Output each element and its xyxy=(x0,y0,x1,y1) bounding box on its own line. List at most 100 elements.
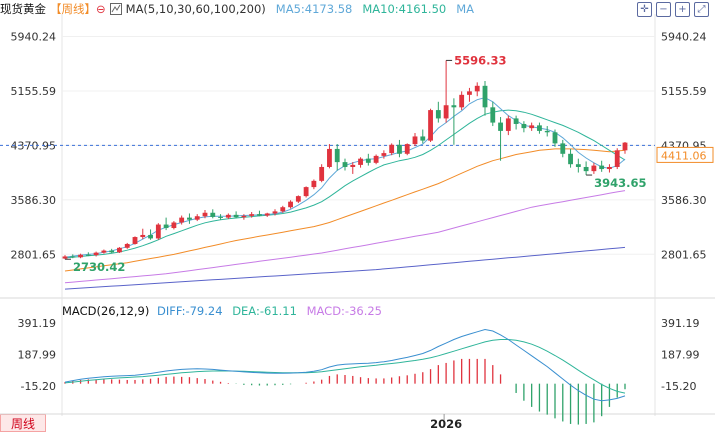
annotation-label: 3943.65 xyxy=(594,176,646,190)
candle-body xyxy=(327,148,332,167)
price-tick-label-right: 2801.65 xyxy=(661,248,707,261)
price-tick-label-right: 3586.30 xyxy=(661,194,707,207)
instrument-title: 现货黄金 xyxy=(0,2,46,16)
candle-body xyxy=(420,136,426,141)
candle-body xyxy=(225,214,231,218)
price-tick-label-right: 5940.24 xyxy=(661,31,707,44)
candle-body xyxy=(303,187,309,197)
candle-body xyxy=(498,122,503,131)
price-tick-label-left: 5155.59 xyxy=(11,85,57,98)
candle-body xyxy=(560,143,566,154)
candle-body xyxy=(62,256,68,259)
settings-icon[interactable]: ⊖ xyxy=(96,2,106,16)
macd-tick-label-right: 187.99 xyxy=(661,349,700,362)
candle-body xyxy=(404,144,410,154)
candle-body xyxy=(288,201,293,208)
candle-body xyxy=(171,222,177,229)
macd-diff: DIFF:-79.24 xyxy=(157,304,223,318)
ma5-value: MA5:4173.58 xyxy=(275,2,353,16)
current-price-box xyxy=(656,146,714,163)
candle-body xyxy=(568,153,573,165)
candle-body xyxy=(249,214,255,216)
macd-tick-label-right: 391.19 xyxy=(661,317,700,330)
zoom-out-icon[interactable]: − xyxy=(656,2,671,17)
price-tick-label-left: 4370.95 xyxy=(11,139,57,152)
ma30-line xyxy=(64,148,626,272)
candle-body xyxy=(334,148,340,163)
candle-body xyxy=(537,125,542,131)
candle-body xyxy=(257,214,262,216)
candle-body xyxy=(272,211,278,214)
macd-tick-label-left: 391.19 xyxy=(18,317,57,330)
price-tick-label-left: 5940.24 xyxy=(11,31,57,44)
candle-body xyxy=(622,142,628,151)
candle-body xyxy=(210,212,216,217)
fullscreen-icon[interactable]: ⤢ xyxy=(694,2,709,17)
candle-body xyxy=(202,212,208,217)
candle-body xyxy=(117,247,122,253)
macd-dea-line xyxy=(64,339,626,394)
ma-more[interactable]: MA xyxy=(456,2,474,16)
period-tag[interactable]: 周线 xyxy=(0,414,46,432)
macd-legend: MACD(26,12,9) DIFF:-79.24 DEA:-61.11 MAC… xyxy=(62,304,382,318)
ma-label: MA(5,10,30,60,100,200) xyxy=(125,2,266,16)
candle-body xyxy=(295,196,301,202)
chart-toolbar: ✛ − + ⤢ xyxy=(637,2,709,17)
candle-body xyxy=(187,217,192,220)
period-label[interactable]: 【周线】 xyxy=(50,2,96,16)
candle-body xyxy=(350,164,356,167)
ma100-line xyxy=(64,246,626,290)
candle-body xyxy=(529,125,535,129)
candle-body xyxy=(435,110,441,119)
candle-body xyxy=(412,136,418,145)
candle-body xyxy=(148,234,153,239)
candle-body xyxy=(599,165,605,170)
candle-body xyxy=(365,158,371,163)
macd-dea: DEA:-61.11 xyxy=(232,304,297,318)
candle-body xyxy=(428,110,433,141)
macd-tick-label-left: 187.99 xyxy=(18,349,57,362)
candle-body xyxy=(373,155,379,163)
ma60-line xyxy=(64,190,626,284)
candle-body xyxy=(459,94,465,108)
candle-body xyxy=(179,217,185,223)
candle-body xyxy=(78,254,83,258)
candle-body xyxy=(280,207,286,212)
candle-body xyxy=(513,118,519,124)
macd-tick-label-right: -15.20 xyxy=(661,380,696,393)
candle-body xyxy=(70,256,76,258)
crosshair-icon[interactable]: ✛ xyxy=(637,2,652,17)
candle-body xyxy=(474,85,480,92)
candle-body xyxy=(482,85,488,108)
ma10-value: MA10:4161.50 xyxy=(362,2,447,16)
candle-body xyxy=(607,166,612,170)
candle-body xyxy=(194,216,200,220)
candle-body xyxy=(443,105,449,119)
candle-body xyxy=(124,243,130,248)
candle-body xyxy=(342,162,348,167)
candle-body xyxy=(233,214,239,218)
candle-body xyxy=(575,164,581,167)
candle-body xyxy=(381,153,387,156)
candle-body xyxy=(319,166,325,181)
candle-body xyxy=(140,234,146,238)
annotation-label: 2730.42 xyxy=(73,260,125,274)
candle-body xyxy=(583,166,589,172)
macd-value: MACD:-36.25 xyxy=(306,304,382,318)
x-axis-label: 2026 xyxy=(430,417,462,431)
candle-body xyxy=(264,213,270,216)
price-tick-label-left: 2801.65 xyxy=(11,248,57,261)
candle-body xyxy=(397,144,402,154)
price-tick-label-left: 3586.30 xyxy=(11,194,57,207)
candle-body xyxy=(311,180,317,188)
candle-body xyxy=(544,130,550,133)
macd-tick-label-left: -15.20 xyxy=(21,380,56,393)
zoom-in-icon[interactable]: + xyxy=(675,2,690,17)
candle-body xyxy=(505,118,511,131)
candle-body xyxy=(389,144,395,154)
macd-title: MACD(26,12,9) xyxy=(62,304,150,318)
ma-config-icon[interactable] xyxy=(109,3,122,15)
candle-body xyxy=(552,132,558,144)
candle-body xyxy=(218,216,223,218)
